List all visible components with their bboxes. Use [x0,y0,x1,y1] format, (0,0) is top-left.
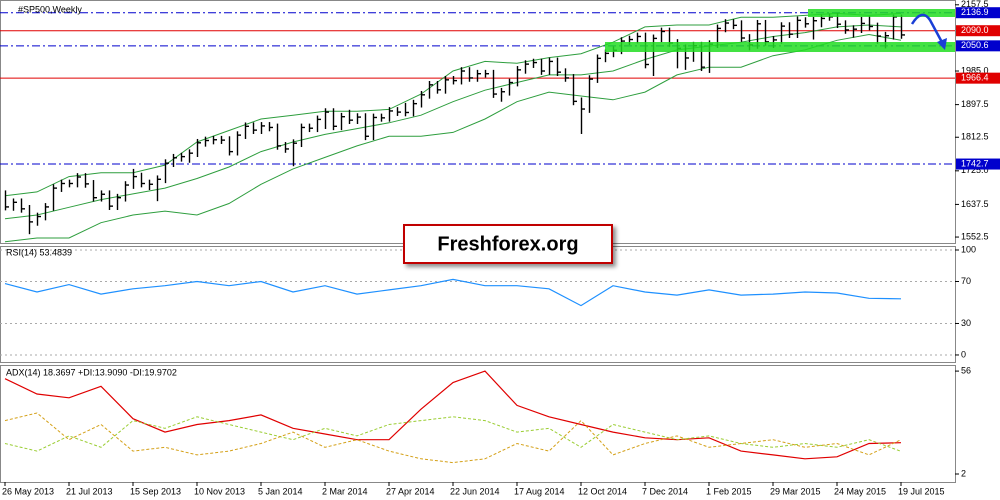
adx-title: ADX(14) 18.3697 +DI:13.9090 -DI:19.9702 [6,367,177,377]
x-tick-label: 27 Apr 2014 [386,486,435,496]
support-zone [605,42,955,52]
x-tick-label: 1 Feb 2015 [706,486,752,496]
watermark-box [403,224,613,264]
rsi-layer [0,249,955,356]
y-tick-label: 2157.5 [961,0,989,9]
x-tick-label: 26 May 2013 [2,486,54,496]
band-lower [4,33,902,243]
x-tick-label: 22 Jun 2014 [450,486,500,496]
indicator-line [4,278,902,307]
y-tick-label: 1897.5 [961,99,989,109]
level-label: 2090.0 [961,25,989,35]
x-tick-label: 5 Jan 2014 [258,486,303,496]
level-label: 2050.6 [961,40,989,50]
indicator-line [4,370,902,460]
x-tick-label: 12 Oct 2014 [578,486,627,496]
y-tick-label: 30 [961,318,971,328]
x-tick-label: 2 Mar 2014 [322,486,368,496]
adx-layer [4,370,902,464]
overlay: Freshforex.org [403,9,955,264]
level-label-bg [956,72,1000,84]
band-upper [4,12,902,197]
level-label-bg [956,40,1000,52]
rsi-title: RSI(14) 53.4839 [6,247,72,257]
y-tick-label: 0 [961,349,966,359]
arrow-head [937,38,947,50]
watermark: Freshforex.org [437,233,578,255]
x-tick-label: 29 Mar 2015 [770,486,821,496]
x-tick-label: 17 Aug 2014 [514,486,565,496]
x-tick-label: 24 May 2015 [834,486,886,496]
level-label: 2136.9 [961,7,989,17]
resistance-zone [808,9,955,17]
y-tick-label: 100 [961,244,976,254]
indicator-line [4,416,902,452]
level-label-bg [956,25,1000,37]
x-tick-label: 19 Jul 2015 [898,486,945,496]
y-tick-label: 1637.5 [961,199,989,209]
level-label: 1966.4 [961,73,989,83]
forecast-arrow [910,13,946,47]
y-tick-label: 2 [961,468,966,478]
y-tick-label: 70 [961,276,971,286]
price-title: #SP500,Weekly [18,4,82,14]
x-tick-label: 10 Nov 2013 [194,486,245,496]
level-label-bg [956,158,1000,170]
x-tick-label: 15 Sep 2013 [130,486,181,496]
x-tick-label: 7 Dec 2014 [642,486,688,496]
y-tick-label: 1812.5 [961,132,989,142]
y-tick-label: 1985.0 [961,65,989,75]
band-middle [4,24,902,220]
x-tick-label: 21 Jul 2013 [66,486,113,496]
level-label: 1742.7 [961,158,989,168]
y-tick-label: 1725.0 [961,165,989,175]
y-tick-label: 1552.5 [961,231,989,241]
adx-panel [0,365,956,483]
y-tick-label: 56 [961,365,971,375]
level-label-bg [956,7,1000,19]
